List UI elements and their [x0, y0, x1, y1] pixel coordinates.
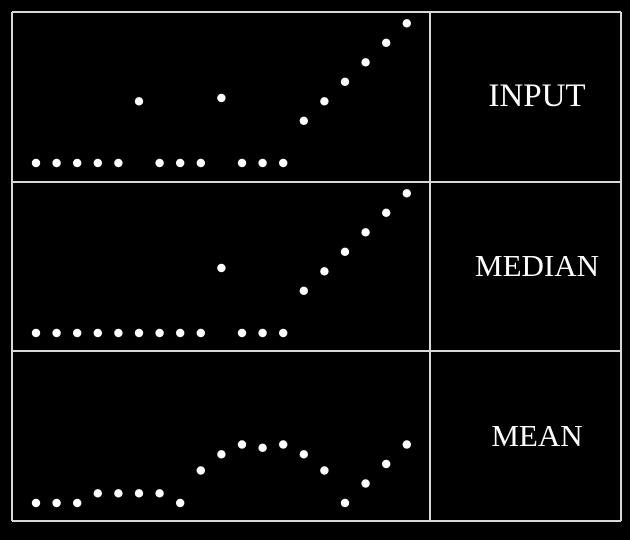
median-sample-point — [31, 328, 41, 338]
mean-sample-point — [31, 498, 41, 508]
median-sample-point — [279, 328, 288, 338]
input-sample-point — [402, 19, 411, 28]
median-sample-point — [217, 263, 226, 273]
mean-sample-point — [73, 498, 82, 508]
input-sample-point — [176, 158, 185, 168]
input-sample-point — [361, 58, 370, 67]
mean-sample-point — [155, 489, 164, 498]
mean-sample-point — [52, 498, 61, 508]
row-label-mean: MEAN — [491, 418, 582, 453]
median-sample-point — [196, 328, 205, 338]
median-sample-point — [134, 328, 144, 338]
input-sample-point — [155, 158, 164, 168]
mean-sample-point — [217, 450, 226, 459]
mean-sample-point — [196, 466, 205, 475]
median-sample-point — [52, 328, 61, 338]
input-sample-point — [114, 158, 123, 168]
input-sample-point — [217, 93, 226, 103]
mean-sample-point — [176, 498, 185, 508]
median-sample-point — [93, 328, 103, 338]
mean-sample-point — [279, 440, 288, 449]
median-sample-point — [176, 328, 185, 338]
input-sample-point — [31, 158, 41, 168]
median-sample-point — [361, 228, 370, 237]
input-sample-point — [279, 158, 288, 168]
median-sample-point — [73, 328, 82, 338]
input-sample-point — [134, 97, 144, 106]
mean-sample-point — [114, 489, 123, 498]
mean-sample-point — [237, 440, 247, 449]
input-sample-point — [196, 158, 205, 168]
mean-sample-point — [258, 443, 267, 452]
median-sample-point — [155, 328, 164, 338]
mean-sample-point — [382, 459, 391, 469]
median-sample-point — [402, 189, 411, 198]
median-signal-points — [31, 189, 411, 338]
input-sample-point — [258, 158, 267, 168]
input-sample-point — [73, 158, 82, 168]
median-sample-point — [258, 328, 267, 338]
input-sample-point — [320, 97, 329, 106]
mean-sample-point — [361, 479, 370, 488]
input-sample-point — [93, 158, 103, 168]
mean-sample-point — [340, 498, 350, 508]
median-sample-point — [237, 328, 247, 338]
input-signal-points — [31, 19, 411, 168]
input-sample-point — [237, 158, 247, 168]
median-sample-point — [114, 328, 123, 338]
mean-sample-point — [93, 489, 103, 498]
input-sample-point — [382, 38, 391, 47]
row-label-median: MEDIAN — [475, 248, 599, 283]
median-sample-point — [340, 247, 350, 256]
input-sample-point — [340, 77, 350, 87]
median-sample-point — [299, 286, 308, 295]
median-sample-point — [320, 267, 329, 276]
mean-sample-point — [299, 450, 308, 459]
input-sample-point — [52, 158, 61, 168]
mean-sample-point — [320, 466, 329, 475]
mean-signal-points — [31, 440, 411, 508]
row-label-input: INPUT — [488, 78, 585, 114]
median-sample-point — [382, 208, 391, 217]
mean-sample-point — [402, 440, 411, 449]
input-sample-point — [299, 116, 308, 126]
mean-sample-point — [134, 489, 144, 498]
